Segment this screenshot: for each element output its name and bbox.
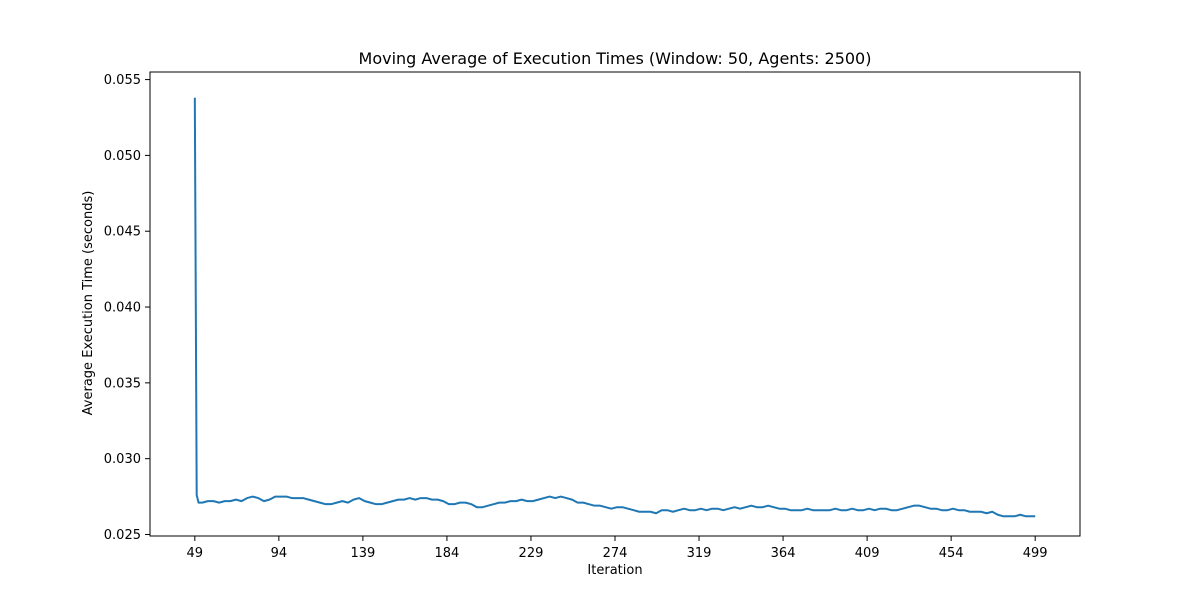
x-tick-label-8: 409 bbox=[855, 546, 880, 561]
chart-title: Moving Average of Execution Times (Windo… bbox=[359, 49, 872, 68]
x-tick-label-2: 139 bbox=[350, 546, 375, 561]
x-tick-label-5: 274 bbox=[603, 546, 628, 561]
x-tick-label-4: 229 bbox=[519, 546, 544, 561]
y-tick-label-0: 0.025 bbox=[104, 528, 141, 543]
y-tick-label-5: 0.050 bbox=[104, 149, 141, 164]
y-tick-label-2: 0.035 bbox=[104, 376, 141, 391]
y-tick-label-4: 0.045 bbox=[104, 225, 141, 240]
y-tick-label-3: 0.040 bbox=[104, 301, 141, 316]
x-tick-label-9: 454 bbox=[939, 546, 964, 561]
x-tick-label-10: 499 bbox=[1023, 546, 1048, 561]
y-axis-label: Average Execution Time (seconds) bbox=[81, 191, 96, 416]
y-tick-label-6: 0.055 bbox=[104, 73, 141, 88]
x-tick-label-3: 184 bbox=[435, 546, 460, 561]
x-tick-label-0: 49 bbox=[187, 546, 204, 561]
plot-area: 49 94 139 184 229 274 319 364 409 454 499 0.025 0.03… bbox=[104, 71, 1081, 561]
x-tick-label-6: 319 bbox=[687, 546, 712, 561]
series-line-0 bbox=[193, 97, 1036, 518]
x-axis-label: Iteration bbox=[587, 563, 642, 578]
x-tick-label-1: 94 bbox=[271, 546, 288, 561]
x-tick-label-7: 364 bbox=[771, 546, 796, 561]
y-tick-label-1: 0.030 bbox=[104, 452, 141, 467]
